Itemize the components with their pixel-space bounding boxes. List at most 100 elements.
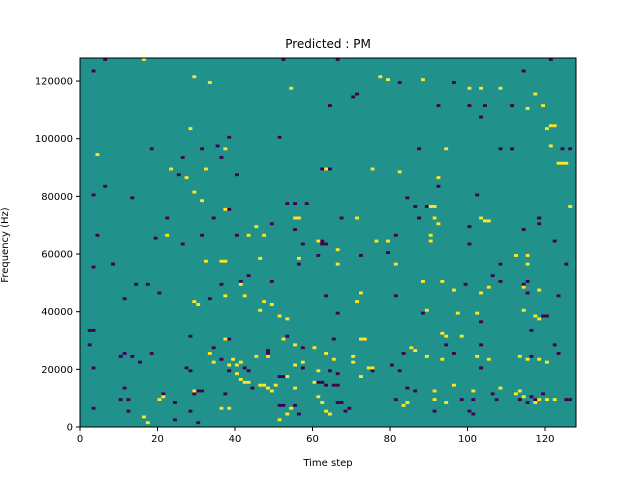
heatmap-cell-high [537,357,542,361]
heatmap-cell-low [521,69,526,73]
heatmap-cell-low [479,115,484,119]
heatmap-cell-high [397,170,402,174]
heatmap-cell-high [204,259,208,263]
heatmap-cell-high [300,360,305,364]
heatmap-cell-high [223,259,228,263]
heatmap-cell-low [525,291,530,295]
heatmap-cell-low [118,354,123,358]
heatmap-cell-high [440,331,445,335]
heatmap-cell-high [219,259,224,263]
heatmap-cell-low [200,389,205,393]
heatmap-cell-high [552,398,557,402]
heatmap-cell-high [440,279,445,283]
heatmap-cell-low [467,409,472,413]
heatmap-cell-low [548,58,553,61]
heatmap-cell-high [432,216,437,220]
heatmap-cell-high [223,337,228,341]
x-tick-label: 120 [535,434,554,445]
heatmap-cell-low [541,314,546,318]
chart-title: Predicted : PM [285,37,371,51]
heatmap-cell-low [227,369,232,373]
heatmap-cell-high [374,239,379,243]
heatmap-cell-low [432,409,437,413]
heatmap-cell-high [293,363,298,367]
heatmap-cell-high [362,337,367,341]
heatmap-cell-low [413,389,418,393]
heatmap-cell-high [297,256,301,260]
heatmap-cell-high [266,386,270,390]
heatmap-cell-low [397,81,402,84]
heatmap-cell-low [145,282,150,286]
heatmap-cell-high [521,285,526,289]
heatmap-cell-high [475,311,480,315]
heatmap-cell-low [266,352,270,355]
x-axis: 0 20 40 60 80 100 120 [77,427,555,445]
heatmap-cell-high [517,389,522,393]
heatmap-cell-low [246,369,251,373]
heatmap-cell-high [498,86,503,90]
heatmap-cell-high [200,199,205,203]
heatmap-cell-high [262,300,267,304]
heatmap-cell-low [281,403,286,407]
heatmap-cell-high [324,167,329,171]
heatmap-cell-low [215,144,220,148]
heatmap-cell-low [556,294,561,298]
heatmap-cell-high [359,337,363,341]
heatmap-cell-high [289,406,294,410]
heatmap-cell-low [444,343,449,347]
heatmap-cell-low [545,314,549,318]
heatmap-cell-high [324,352,329,355]
y-tick-label: 40000 [41,307,73,318]
heatmap-cell-low [122,297,127,301]
heatmap-cell-low [393,294,398,298]
heatmap-cell-low [331,383,336,387]
heatmap-cell-high [165,233,170,237]
heatmap-cell-low [246,274,251,278]
heatmap-cell-high [351,354,356,358]
heatmap-cell-high [432,398,437,402]
heatmap-cell-high [386,239,391,243]
heatmap-cell-high [258,256,263,260]
heatmap-cell-high [533,401,538,404]
heatmap-cell-low [161,392,166,396]
heatmap-cell-low [250,386,255,390]
heatmap-cell-high [169,167,174,171]
heatmap-cell-low [95,233,100,237]
heatmap-cell-high [421,279,425,283]
heatmap-cell-low [91,366,96,370]
heatmap-cell-high [312,380,317,384]
heatmap-cell-low [188,409,193,413]
heatmap-cell-high [258,308,263,312]
heatmap-cell-low [405,196,410,200]
heatmap-cell-low [324,383,329,387]
y-tick-label: 20000 [41,365,73,376]
heatmap-cell-high [533,314,538,318]
heatmap-cell-high [285,317,290,321]
heatmap-cell-high [552,124,557,128]
heatmap-cell-high [479,86,484,90]
heatmap-cell-low [529,328,534,332]
heatmap-cell-low [176,173,181,177]
heatmap-cell-high [254,354,259,358]
heatmap-cell-high [424,308,429,312]
heatmap-cell-high [525,262,530,266]
heatmap-cell-low [300,346,305,350]
heatmap-cell-high [533,92,538,96]
heatmap-cell-high [545,360,549,364]
heatmap-cell-high [537,288,542,292]
heatmap-cell-low [498,147,503,151]
heatmap-cell-low [552,343,557,347]
heatmap-cells [87,58,573,425]
heatmap-cell-low [564,262,569,266]
heatmap-cell-high [378,75,383,79]
heatmap-cell-high [440,357,445,361]
heatmap-cell-low [335,401,340,404]
heatmap-cell-low [436,184,441,188]
heatmap-cell-low [157,291,162,295]
x-tick-label: 0 [77,434,83,445]
heatmap-cell-low [266,349,270,353]
heatmap-cell-low [223,392,228,396]
heatmap-cell-low [122,352,127,355]
heatmap-cell-high [483,219,487,223]
heatmap-cell-high [277,418,282,422]
